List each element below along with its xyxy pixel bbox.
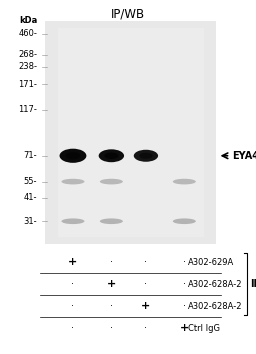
Text: ·: · bbox=[71, 301, 74, 311]
Text: ·: · bbox=[71, 279, 74, 289]
Text: EYA4: EYA4 bbox=[232, 151, 256, 161]
Text: +: + bbox=[180, 323, 189, 333]
Text: ·: · bbox=[110, 323, 113, 333]
Text: 55-: 55- bbox=[24, 177, 37, 186]
Text: kDa: kDa bbox=[19, 16, 37, 25]
Ellipse shape bbox=[173, 218, 196, 224]
Text: 268-: 268- bbox=[18, 50, 37, 59]
Text: ·: · bbox=[144, 323, 147, 333]
Text: 31-: 31- bbox=[24, 217, 37, 226]
Text: +: + bbox=[107, 279, 116, 289]
Text: ·: · bbox=[144, 279, 147, 289]
Text: ·: · bbox=[183, 257, 186, 267]
Bar bbox=[45, 21, 216, 244]
Ellipse shape bbox=[134, 150, 158, 162]
Text: ·: · bbox=[110, 257, 113, 267]
Ellipse shape bbox=[100, 218, 123, 224]
Ellipse shape bbox=[100, 179, 123, 184]
Text: A302-628A-2: A302-628A-2 bbox=[188, 302, 243, 311]
Ellipse shape bbox=[104, 153, 118, 159]
Text: ·: · bbox=[71, 323, 74, 333]
Ellipse shape bbox=[66, 152, 80, 159]
Text: ·: · bbox=[144, 257, 147, 267]
Text: IP/WB: IP/WB bbox=[111, 8, 145, 21]
Ellipse shape bbox=[61, 218, 84, 224]
Text: +: + bbox=[141, 301, 151, 311]
Text: A302-629A: A302-629A bbox=[188, 258, 234, 267]
Ellipse shape bbox=[139, 153, 153, 159]
Text: ·: · bbox=[183, 301, 186, 311]
Text: 460-: 460- bbox=[18, 29, 37, 38]
Bar bbox=[58, 28, 204, 237]
Text: Ctrl IgG: Ctrl IgG bbox=[188, 324, 220, 333]
Text: +: + bbox=[68, 257, 78, 267]
Text: 238-: 238- bbox=[18, 62, 37, 71]
Text: ·: · bbox=[110, 301, 113, 311]
Ellipse shape bbox=[173, 179, 196, 184]
Ellipse shape bbox=[59, 149, 86, 163]
Text: ·: · bbox=[183, 279, 186, 289]
Ellipse shape bbox=[61, 179, 84, 184]
Text: 41-: 41- bbox=[24, 193, 37, 202]
Text: 71-: 71- bbox=[24, 151, 37, 160]
Text: 117-: 117- bbox=[18, 105, 37, 114]
Ellipse shape bbox=[99, 149, 124, 162]
Text: 171-: 171- bbox=[18, 80, 37, 89]
Text: IP: IP bbox=[250, 279, 256, 289]
Text: A302-628A-2: A302-628A-2 bbox=[188, 280, 243, 289]
